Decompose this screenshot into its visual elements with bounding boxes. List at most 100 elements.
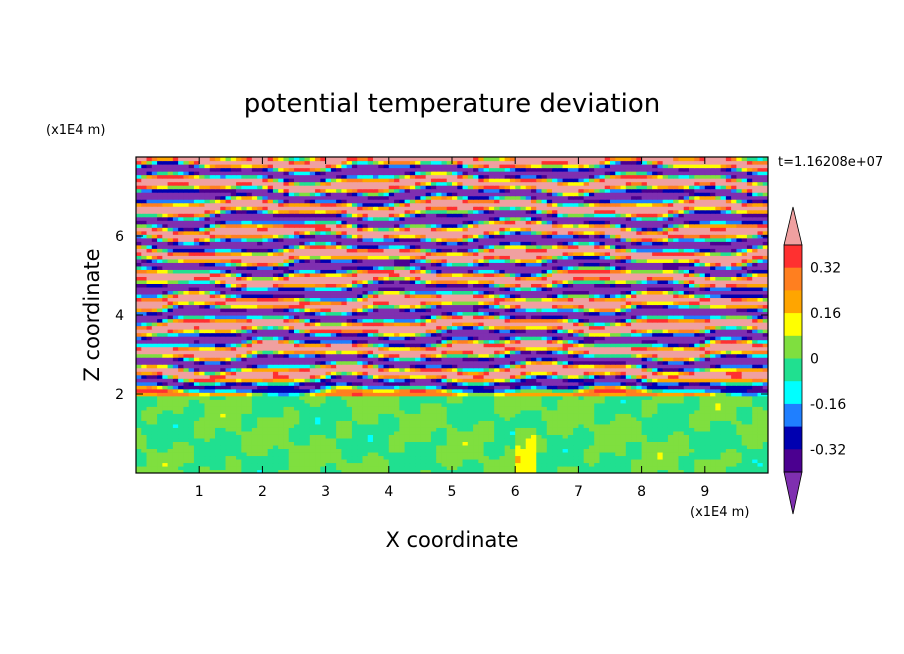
field-cell bbox=[694, 420, 701, 425]
field-cell bbox=[488, 409, 495, 414]
field-cell bbox=[341, 329, 348, 334]
field-cell bbox=[304, 357, 311, 362]
field-cell bbox=[604, 451, 611, 457]
field-cell bbox=[757, 402, 764, 407]
field-cell bbox=[499, 388, 506, 393]
field-cell bbox=[599, 371, 606, 376]
field-cell bbox=[467, 455, 474, 460]
field-cell bbox=[241, 462, 248, 467]
field-cell bbox=[736, 371, 743, 376]
field-cell bbox=[641, 455, 648, 460]
field-cell bbox=[683, 441, 690, 446]
field-cell bbox=[299, 448, 306, 453]
field-cell bbox=[320, 399, 327, 404]
field-cell bbox=[552, 437, 558, 442]
field-cell bbox=[278, 395, 285, 400]
field-cell bbox=[746, 395, 753, 400]
field-cell bbox=[573, 336, 579, 341]
field-cell bbox=[188, 469, 195, 473]
field-cell bbox=[683, 346, 690, 351]
field-cell bbox=[762, 343, 768, 348]
field-cell bbox=[251, 385, 258, 390]
field-cell bbox=[457, 364, 464, 369]
field-cell bbox=[441, 469, 448, 473]
field-cell bbox=[394, 388, 400, 393]
field-cell bbox=[694, 360, 701, 365]
field-cell bbox=[357, 437, 364, 442]
field-cell bbox=[652, 388, 658, 393]
field-cell bbox=[625, 329, 632, 334]
field-cell bbox=[272, 357, 279, 362]
field-cell bbox=[215, 339, 221, 344]
field-cell bbox=[193, 441, 200, 446]
field-cell bbox=[420, 434, 427, 439]
field-cell bbox=[462, 388, 469, 393]
field-cell bbox=[209, 388, 216, 393]
field-cell bbox=[430, 437, 437, 442]
field-cell bbox=[199, 451, 206, 457]
field-cell bbox=[415, 399, 421, 404]
field-cell bbox=[462, 332, 469, 337]
field-cell bbox=[720, 448, 727, 453]
field-cell bbox=[441, 325, 448, 330]
field-cell bbox=[678, 343, 685, 348]
field-cell bbox=[704, 395, 711, 400]
field-cell bbox=[299, 402, 306, 407]
field-cell bbox=[409, 371, 416, 376]
field-cell bbox=[631, 413, 637, 418]
field-cell bbox=[583, 388, 590, 393]
field-cell bbox=[457, 374, 464, 379]
field-cell bbox=[373, 451, 379, 457]
field-cell bbox=[752, 423, 759, 428]
field-cell bbox=[141, 329, 148, 334]
field-cell bbox=[646, 392, 653, 397]
field-cell bbox=[731, 395, 737, 400]
field-cell bbox=[615, 395, 622, 400]
field-cell bbox=[315, 360, 321, 365]
field-cell bbox=[446, 339, 453, 344]
field-cell bbox=[220, 367, 227, 372]
field-cell bbox=[257, 455, 263, 460]
field-cell bbox=[157, 336, 163, 341]
field-cell bbox=[731, 465, 737, 471]
field-cell bbox=[193, 451, 200, 457]
field-cell bbox=[467, 332, 474, 337]
field-cell bbox=[462, 339, 469, 344]
field-cell bbox=[162, 427, 169, 432]
field-cell bbox=[225, 399, 232, 404]
field-cell bbox=[172, 353, 179, 358]
field-cell bbox=[557, 423, 564, 428]
field-cell bbox=[641, 332, 648, 337]
field-cell bbox=[267, 437, 274, 442]
field-cell bbox=[504, 392, 511, 397]
field-cell bbox=[741, 357, 748, 362]
field-cell bbox=[499, 325, 506, 330]
field-cell bbox=[620, 360, 627, 365]
field-cell bbox=[230, 444, 237, 450]
field-cell bbox=[462, 371, 469, 376]
field-cell bbox=[430, 399, 437, 404]
field-cell bbox=[220, 329, 227, 334]
field-cell bbox=[641, 451, 648, 457]
field-cell bbox=[415, 329, 421, 334]
field-cell bbox=[341, 392, 348, 397]
field-cell bbox=[473, 385, 479, 390]
field-cell bbox=[351, 381, 358, 386]
field-cell bbox=[420, 329, 427, 334]
field-cell bbox=[662, 448, 669, 453]
field-cell bbox=[631, 336, 637, 341]
field-cell bbox=[325, 395, 332, 400]
field-cell bbox=[193, 462, 200, 467]
field-cell bbox=[362, 332, 369, 337]
field-cell bbox=[146, 423, 153, 428]
field-cell bbox=[241, 371, 248, 376]
field-cell bbox=[562, 332, 569, 337]
field-cell bbox=[336, 360, 342, 365]
field-cell bbox=[567, 367, 574, 372]
field-cell bbox=[731, 423, 737, 428]
field-cell bbox=[509, 399, 516, 404]
field-cell bbox=[446, 423, 453, 428]
field-cell bbox=[625, 339, 632, 344]
field-cell bbox=[399, 371, 406, 376]
field-cell bbox=[504, 413, 511, 418]
